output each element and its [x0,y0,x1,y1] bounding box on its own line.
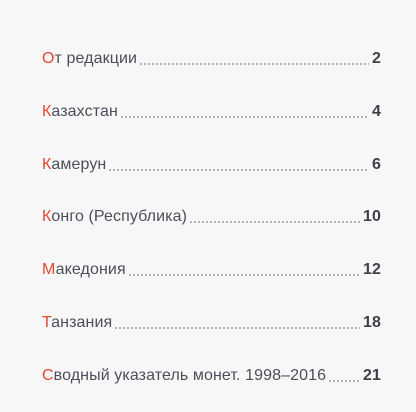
dot-leader [119,115,369,118]
dot-leader [127,274,360,277]
toc-title: От редакции [42,50,137,68]
toc-first-letter: К [42,208,52,226]
toc-first-letter: Т [42,313,52,331]
toc-entry-tanzania[interactable]: Танзания 18 [42,305,381,332]
toc-entry-congo-republic[interactable]: Конго (Республика) 10 [42,199,381,226]
toc-title: Сводный указатель монет. 1998–2016 [42,367,326,385]
toc-page-number: 6 [372,155,381,173]
toc-title-rest: т редакции [54,50,138,67]
toc-title-rest: онго (Республика) [51,208,188,226]
toc-entry-editorial[interactable]: От редакции 2 [42,41,381,68]
dot-leader [108,168,369,171]
dot-leader [189,221,360,224]
toc-entry-macedonia[interactable]: Македония 12 [42,252,381,279]
toc-title-rest: амерун [51,155,107,173]
toc-page-number: 4 [372,102,381,120]
toc-title-rest: анзания [51,313,113,331]
dot-leader [328,379,360,382]
toc-first-letter: О [42,50,55,67]
dot-leader [114,326,360,329]
toc-first-letter: К [42,155,52,173]
toc-first-letter: М [42,261,56,279]
toc-entry-kazakhstan[interactable]: Казахстан 4 [42,94,381,121]
toc-page-number: 12 [363,261,381,279]
toc-page-number: 18 [363,313,381,331]
toc-first-letter: С [42,366,54,384]
dot-leader [139,63,369,65]
toc-title: Македония [42,261,126,279]
toc-title-rest: азахстан [51,102,118,120]
toc-title-rest: водный указатель монет. 1998–2016 [53,366,327,384]
toc-page-number: 10 [363,208,381,226]
toc-title: Камерун [42,156,106,174]
toc-title: Казахстан [42,103,118,121]
toc-title: Танзания [42,314,112,332]
toc-first-letter: К [42,102,52,120]
toc-entry-coin-index[interactable]: Сводный указатель монет. 1998–2016 21 [42,358,381,385]
toc-page-number: 2 [372,50,381,67]
table-of-contents: От редакции 2 Казахстан 4 Камерун 6 Конг… [42,41,381,385]
toc-entry-cameroon[interactable]: Камерун 6 [42,147,381,174]
toc-title: Конго (Республика) [42,208,187,226]
toc-page-number: 21 [363,366,381,384]
toc-title-rest: акедония [55,261,126,279]
